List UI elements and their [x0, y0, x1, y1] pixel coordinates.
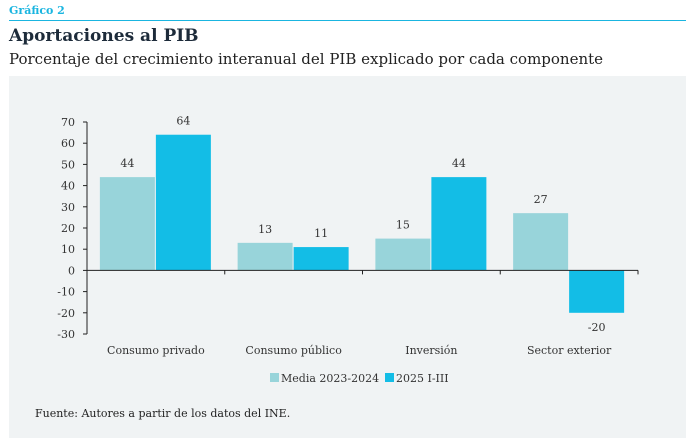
x-category-label: Sector exterior	[527, 344, 612, 357]
data-label: 27	[534, 193, 548, 206]
header-divider	[9, 20, 686, 21]
x-category-label: Inversión	[405, 344, 457, 357]
legend-label: 2025 I-III	[396, 372, 449, 385]
bar-2025	[431, 177, 487, 271]
legend-swatch	[270, 373, 279, 382]
bar-2025	[293, 247, 349, 271]
legend-label: Media 2023-2024	[281, 372, 379, 385]
bar-media	[237, 242, 293, 271]
data-label: 44	[452, 157, 466, 170]
data-label: -20	[588, 321, 606, 334]
data-label: 11	[314, 227, 328, 240]
x-category-label: Consumo privado	[107, 344, 205, 357]
y-tick-label: 70	[61, 116, 75, 129]
bar-2025	[569, 270, 625, 313]
chart-title: Aportaciones al PIB	[9, 26, 199, 46]
y-tick-label: -20	[57, 307, 75, 320]
bar-media	[99, 177, 155, 271]
source-note: Fuente: Autores a partir de los datos de…	[35, 407, 291, 420]
data-label: 64	[176, 115, 190, 128]
chart-subtitle: Porcentaje del crecimiento interanual de…	[9, 50, 604, 68]
bar-media	[375, 238, 431, 271]
y-tick-label: 40	[61, 180, 75, 193]
data-label: 13	[258, 223, 272, 236]
legend-swatch	[385, 373, 394, 382]
bar-2025	[155, 134, 211, 271]
chart-label: Gráfico 2	[9, 4, 65, 17]
x-category-label: Consumo público	[245, 344, 342, 357]
y-tick-label: 50	[61, 158, 75, 171]
y-tick-label: 0	[68, 264, 75, 277]
bar-media	[513, 213, 569, 271]
data-label: 44	[120, 157, 134, 170]
y-tick-label: 10	[61, 243, 75, 256]
y-tick-label: 20	[61, 222, 75, 235]
y-tick-label: 60	[61, 137, 75, 150]
data-label: 15	[396, 219, 410, 232]
y-tick-label: 30	[61, 201, 75, 214]
y-tick-label: -30	[57, 328, 75, 341]
y-tick-label: -10	[57, 286, 75, 299]
